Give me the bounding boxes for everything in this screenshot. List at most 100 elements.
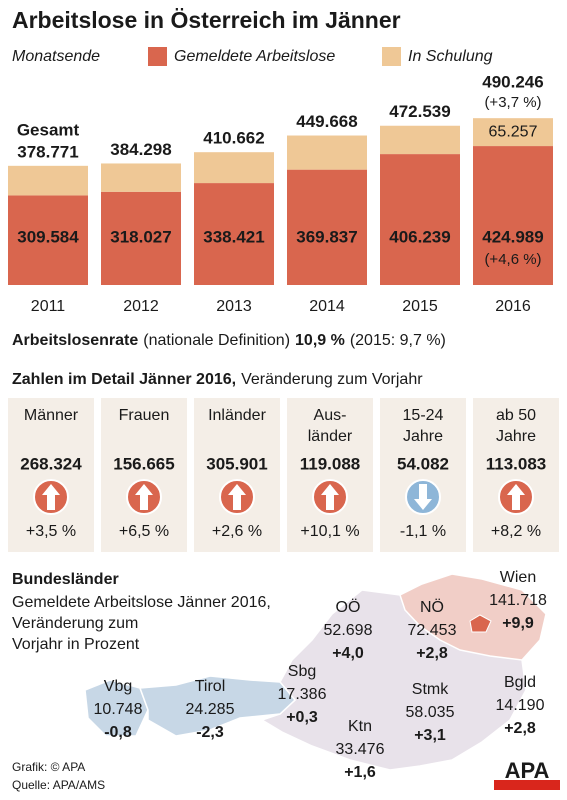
legend-swatch [382,47,401,66]
detail-heading: Zahlen im Detail Jänner 2016, Veränderung… [12,371,423,388]
region-value: 14.190 [496,697,545,714]
detail-label: Frauen [119,407,170,424]
detail-label: Männer [24,407,79,424]
region-name: Sbg [288,663,316,680]
registered-note: (+4,6 %) [484,251,541,268]
trend-arrow [135,484,153,510]
rate-definition: (nationale Definition) [143,332,290,349]
detail-label: ab 50 [496,407,536,424]
detail-label: Jahre [403,428,443,445]
region-change: +2,8 [416,645,448,662]
legend-label: In Schulung [408,48,493,65]
states-title: Bundesländer [12,571,119,588]
detail-change: -1,1 % [400,523,446,540]
region-value: 72.453 [408,622,457,639]
total-label: 378.771 [17,142,78,161]
rate-label: Arbeitslosenrate [12,332,138,349]
map-region [469,614,492,633]
bar-segment [101,163,181,192]
total-caption: Gesamt [17,120,80,139]
total-label: 410.662 [203,129,264,148]
bar-segment [380,154,460,285]
chart-title: Arbeitslose in Österreich im Jänner [12,7,401,33]
bar-segment [194,183,274,285]
x-tick-label: 2011 [31,298,66,315]
region-name: Bgld [504,674,536,691]
x-tick-label: 2013 [216,298,252,315]
region-name: NÖ [420,598,444,616]
detail-change: +3,5 % [26,523,76,540]
value-label: 65.257 [489,123,538,140]
rate-previous: (2015: 9,7 %) [350,332,446,349]
detail-box [8,398,94,552]
detail-label: 15-24 [403,407,444,424]
detail-value: 268.324 [20,454,82,473]
detail-change: +2,6 % [212,523,262,540]
region-change: +3,1 [414,727,446,744]
total-label: 384.298 [110,140,171,159]
total-label: 472.539 [389,102,450,121]
detail-label: länder [308,428,353,445]
region-change: +0,3 [286,709,318,726]
trend-arrow [228,484,246,510]
detail-label: Inländer [208,407,266,424]
region-name: Ktn [348,718,372,735]
legend-swatch [148,47,167,66]
total-label: 449.668 [296,112,357,131]
detail-change: +6,5 % [119,523,169,540]
value-label: 424.989 [482,227,543,246]
logo: APA [505,758,550,783]
detail-box [101,398,187,552]
bar-segment [287,135,367,170]
bar-segment [380,125,460,155]
region-name: Tirol [195,678,226,695]
trend-arrow [321,484,339,510]
region-value: 10.748 [94,701,143,718]
rate-value: 10,9 % [295,332,345,349]
region-value: 52.698 [324,622,373,639]
bar-segment [8,165,88,196]
bar-segment [101,191,181,285]
region-change: +1,6 [344,764,376,781]
region-change: -2,3 [196,724,224,741]
value-label: 406.239 [389,227,450,246]
bar-segment [473,146,553,285]
detail-box [287,398,373,552]
source: Quelle: APA/AMS [12,778,105,792]
region-value: 58.035 [406,704,455,721]
total-note: (+3,7 %) [484,94,541,111]
detail-subtitle: Veränderung zum Vorjahr [241,371,423,388]
region-name: OÖ [336,598,361,616]
states-subtitle: Veränderung zum [12,615,138,632]
detail-box [194,398,280,552]
map-region [399,573,547,661]
region-name: Vbg [104,678,132,695]
legend-label: Gemeldete Arbeitslose [174,48,335,65]
rate-line: Arbeitslosenrate (nationale Definition) 10… [12,332,446,349]
total-label: 490.246 [482,72,543,91]
region-value: 33.476 [336,741,385,758]
bar-segment [473,118,553,147]
trend-arrow [42,484,60,510]
region-value: 24.285 [186,701,235,718]
detail-value: 113.083 [486,454,547,473]
map-region [84,679,149,737]
bar-segment [287,169,367,285]
detail-value: 305.901 [206,454,267,473]
x-tick-label: 2012 [123,298,159,315]
x-tick-label: 2015 [402,298,438,315]
trend-arrow [507,484,525,510]
bar-segment [8,195,88,285]
detail-value: 156.665 [113,454,174,473]
x-tick-label: 2014 [309,298,345,315]
bar-segment [194,152,274,184]
detail-value: 119.088 [300,454,361,473]
states-subtitle: Gemeldete Arbeitslose Jänner 2016, [12,594,271,611]
value-label: 338.421 [203,227,264,246]
value-label: 318.027 [110,227,171,246]
states-subtitle: Vorjahr in Prozent [12,636,140,653]
credit: Grafik: © APA [12,760,85,774]
detail-box [380,398,466,552]
map-region [138,675,297,737]
